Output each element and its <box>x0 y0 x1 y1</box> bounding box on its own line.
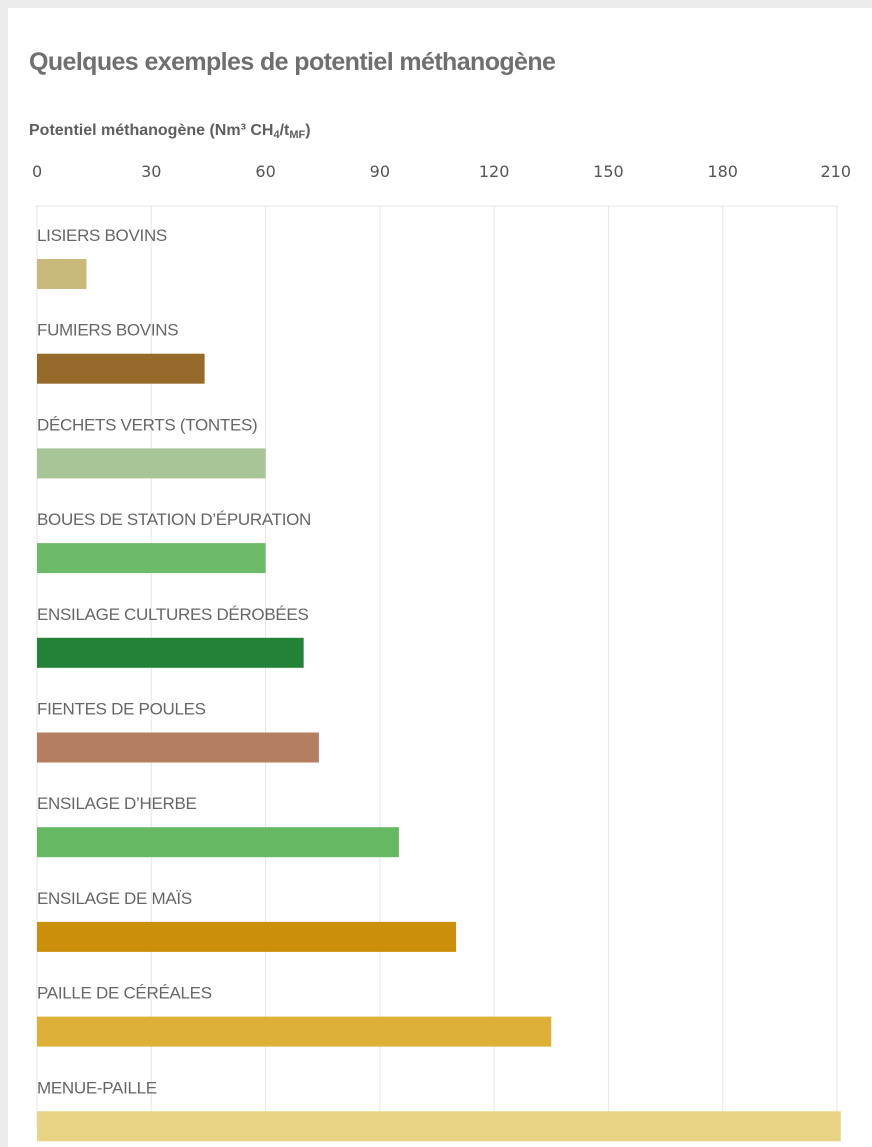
category-label: FIENTES DE POULES <box>37 700 206 719</box>
x-tick-label: 180 <box>707 162 738 181</box>
bar <box>37 1111 841 1142</box>
chart-title: Quelques exemples de potentiel méthanogè… <box>29 48 556 76</box>
category-label: ENSILAGE CULTURES DÉROBÉES <box>37 605 309 624</box>
bar <box>37 637 304 668</box>
x-axis-title-close: ) <box>305 122 311 139</box>
bar <box>37 353 205 384</box>
x-tick-label: 0 <box>32 162 42 181</box>
x-tick-label: 210 <box>820 162 851 181</box>
category-label: BOUES DE STATION D’ÉPURATION <box>37 510 311 529</box>
x-axis-title-main: Potentiel méthanogène (Nm³ CH <box>29 122 274 139</box>
x-tick-label: 90 <box>370 162 390 181</box>
x-tick-label: 60 <box>255 162 275 181</box>
x-tick-label: 30 <box>141 162 161 181</box>
bar <box>37 543 266 574</box>
x-tick-label: 150 <box>593 162 624 181</box>
x-axis-title-unit: /t <box>279 122 290 139</box>
category-label: ENSILAGE DE MAÏS <box>37 889 192 908</box>
category-label: ENSILAGE D’HERBE <box>37 794 197 813</box>
bar <box>37 1016 552 1047</box>
x-tick-label: 120 <box>479 162 510 181</box>
x-axis-title-sub-mf: MF <box>289 129 306 141</box>
x-axis-title-sub-ch4: 4 <box>273 129 280 141</box>
x-axis-title: Potentiel méthanogène (Nm³ CH4/tMF) <box>29 122 311 141</box>
bar <box>37 259 87 289</box>
bar <box>37 921 457 952</box>
category-label: DÉCHETS VERTS (TONTES) <box>37 415 257 434</box>
category-label: LISIERS BOVINS <box>37 226 167 245</box>
category-label: MENUE-PAILLE <box>37 1078 157 1097</box>
bar <box>37 732 319 763</box>
bar <box>37 448 266 479</box>
bar <box>37 827 399 858</box>
chart-card <box>8 8 872 1147</box>
category-label: FUMIERS BOVINS <box>37 321 178 340</box>
category-label: PAILLE DE CÉRÉALES <box>37 984 212 1003</box>
